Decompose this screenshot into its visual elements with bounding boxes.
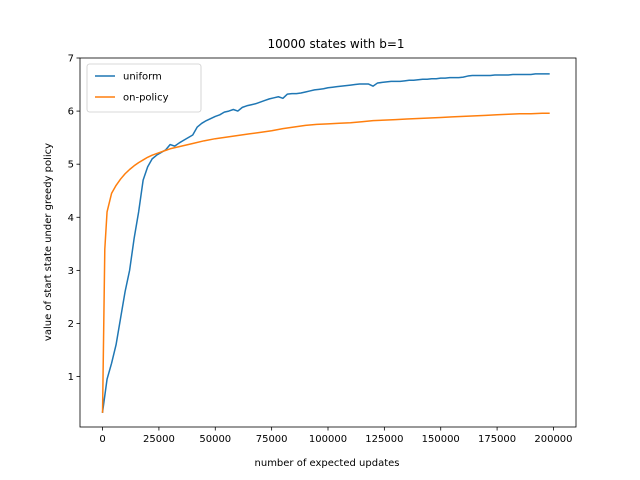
chart-title: 10000 states with b=1 (267, 37, 404, 51)
x-tick-label: 150000 (422, 434, 460, 445)
x-tick-label: 200000 (534, 434, 572, 445)
series-line-on-policy (101, 112, 550, 413)
y-tick-label: 7 (68, 54, 74, 65)
y-tick-label: 4 (68, 213, 74, 224)
x-tick-label: 75000 (256, 434, 288, 445)
x-tick-label: 25000 (143, 434, 175, 445)
x-axis-label: number of expected updates (255, 458, 400, 469)
legend-label-uniform: uniform (123, 72, 162, 83)
y-tick-label: 3 (68, 266, 74, 277)
legend-label-on-policy: on-policy (123, 93, 169, 104)
y-tick-label: 6 (68, 107, 74, 118)
legend: uniform on-policy (86, 63, 202, 113)
x-tick-label: 100000 (309, 434, 347, 445)
x-tick-label: 175000 (478, 434, 516, 445)
x-tick-label: 125000 (365, 434, 403, 445)
series-line-uniform (101, 73, 550, 413)
legend-box (86, 63, 202, 113)
y-axis-label: value of start state under greedy policy (43, 143, 54, 341)
plot-area: 0 25000 50000 75000 100000 125000 150000 175000… (68, 54, 577, 445)
y-tick-label: 5 (68, 160, 74, 171)
x-tick-label: 50000 (199, 434, 231, 445)
y-tick-label: 2 (68, 319, 74, 330)
y-tick-label: 1 (68, 372, 74, 383)
x-tick-label: 0 (99, 434, 105, 445)
